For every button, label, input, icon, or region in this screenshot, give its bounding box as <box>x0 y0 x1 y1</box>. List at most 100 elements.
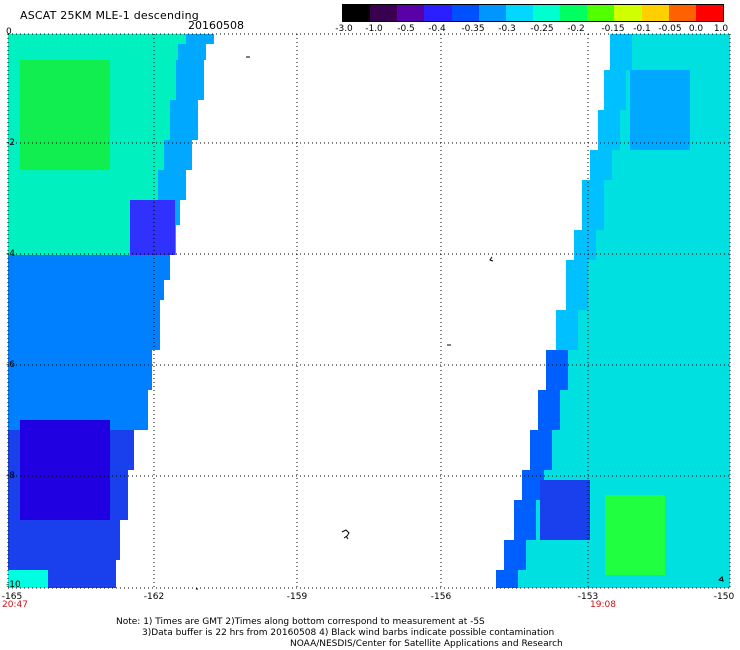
swath-cell <box>20 60 110 170</box>
swath-cell <box>8 570 48 588</box>
y-tick-label: -6 <box>6 360 15 370</box>
swath-cell <box>178 44 206 60</box>
swath-cell <box>566 260 730 310</box>
swath-cell <box>610 34 632 70</box>
wind-barb <box>489 256 494 262</box>
swath-cell <box>8 300 160 350</box>
swath-cell <box>530 430 730 470</box>
colorbar-swatch <box>478 5 506 21</box>
swath-cell <box>574 230 596 260</box>
colorbar-swatch <box>505 5 533 21</box>
swath-cell <box>8 520 120 560</box>
swath-cell <box>605 495 665 575</box>
colorbar-labels: -3.0 -1.0 -0.5 -0.4 -0.35 -0.3 -0.25 -0.… <box>330 24 730 36</box>
swath-cell <box>8 44 206 60</box>
colorbar-label: -0.2 <box>567 24 585 34</box>
x-tick-label: -165 <box>1 592 23 602</box>
swath-cell <box>590 150 612 180</box>
swath-cell <box>538 390 730 430</box>
pass-time-left: 20:47 <box>2 600 28 610</box>
swath-cell <box>530 430 552 470</box>
wind-barbs <box>196 56 724 590</box>
swath-cell <box>546 350 568 390</box>
date-label: 20160508 <box>188 19 244 32</box>
wind-barb <box>718 576 724 582</box>
swath-cell <box>546 350 730 390</box>
x-tick-label: -150 <box>713 592 735 602</box>
swath-cell <box>540 480 590 540</box>
swath-cell <box>8 350 152 390</box>
swath-cell <box>514 500 536 540</box>
colorbar-label: -0.3 <box>498 24 516 34</box>
swath-cell <box>538 390 560 430</box>
swath-cell <box>598 110 620 150</box>
swath-cell <box>186 34 214 44</box>
y-tick-label: -2 <box>6 138 15 148</box>
y-tick-label: -10 <box>6 580 21 590</box>
colorbar-swatch <box>560 5 588 21</box>
x-tick-label: -156 <box>430 592 452 602</box>
x-tick-label: -159 <box>286 592 308 602</box>
colorbar-label: -0.1 <box>633 24 651 34</box>
colorbar-swatch <box>695 5 723 21</box>
swath-cell <box>582 180 730 230</box>
swath-cell <box>176 60 204 100</box>
colorbar-label: -0.25 <box>530 24 554 34</box>
title: ASCAT 25KM MLE-1 descending <box>20 9 199 22</box>
colorbar-swatch <box>370 5 398 21</box>
colorbar-swatch <box>587 5 615 21</box>
swath-cell <box>158 170 186 200</box>
swath-cell <box>574 230 730 260</box>
swath-cell <box>566 260 588 310</box>
colorbar-label: 0.0 <box>688 24 704 34</box>
colorbar-label: -1.0 <box>365 24 383 34</box>
swath-cell <box>20 420 110 520</box>
swath-cell <box>582 180 604 230</box>
note-line-3: NOAA/NESDIS/Center for Satellite Applica… <box>290 639 563 649</box>
swath-cell <box>496 570 730 588</box>
x-tick-label: -153 <box>577 592 599 602</box>
x-tick-label: -162 <box>143 592 165 602</box>
swath-cell <box>590 150 730 180</box>
swath-cell <box>164 140 192 170</box>
colorbar-swatch <box>668 5 696 21</box>
pass-time-right: 19:08 <box>590 600 616 610</box>
swath-cell <box>8 280 164 300</box>
swath-cell <box>8 170 186 200</box>
colorbar-swatch <box>451 5 479 21</box>
swath-cell <box>130 200 175 255</box>
colorbar-label: -0.5 <box>397 24 415 34</box>
swath-cell <box>8 34 214 44</box>
data-swaths <box>8 34 730 588</box>
swath-cell <box>630 70 690 150</box>
y-tick-label: -4 <box>6 249 15 259</box>
swath-cell <box>496 570 518 588</box>
swath-cell <box>522 470 544 500</box>
wind-barb <box>341 529 350 540</box>
swath-cell <box>504 540 526 570</box>
colorbar-label: -0.15 <box>601 24 625 34</box>
note-line-2: 3)Data buffer is 22 hrs from 20160508 4)… <box>142 628 555 638</box>
colorbar-swatch <box>424 5 452 21</box>
swath-cell <box>604 70 626 110</box>
colorbar-label: -0.35 <box>461 24 485 34</box>
colorbar-swatch <box>532 5 561 21</box>
colorbar-swatch <box>397 5 425 21</box>
swath-cell <box>556 310 578 350</box>
colorbar-label: 1.0 <box>713 24 729 34</box>
note-line-1: Note: 1) Times are GMT 2)Times along bot… <box>116 617 485 627</box>
colorbar-label: -0.4 <box>428 24 446 34</box>
swath-cell <box>8 255 170 280</box>
swath-cell <box>556 310 730 350</box>
y-tick-label: 0 <box>6 27 12 37</box>
colorbar-swatch <box>614 5 642 21</box>
colorbar-swatch <box>343 5 371 21</box>
y-tick-label: -8 <box>6 471 15 481</box>
colorbar-label: -3.0 <box>335 24 353 34</box>
colorbar-label: -0.05 <box>658 24 682 34</box>
colorbar <box>342 4 724 22</box>
colorbar-swatch <box>641 5 669 21</box>
swath-cell <box>170 100 198 140</box>
lat-lon-grid <box>7 33 731 589</box>
